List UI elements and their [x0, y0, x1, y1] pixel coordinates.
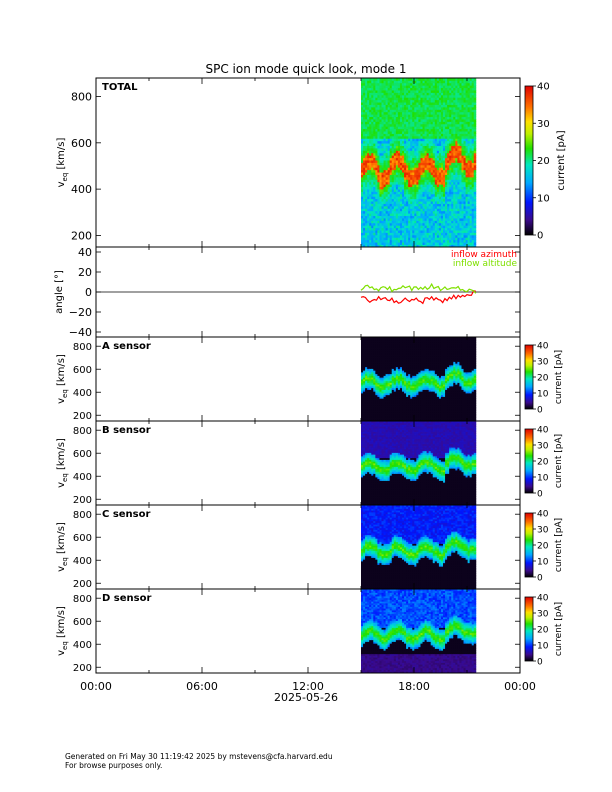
spectrogram-cell: [474, 100, 476, 103]
spectrogram-cell: [474, 114, 476, 117]
y-axis-label: veq [km/s]: [56, 138, 69, 188]
spectrogram-cell: [474, 228, 476, 231]
panel-label: TOTAL: [102, 82, 138, 93]
spectrogram-cell: [474, 102, 476, 105]
spectrogram-cell: [474, 136, 476, 139]
spectrogram-cell: [474, 150, 476, 153]
y-tick-label: 600: [71, 137, 92, 150]
spectrogram-cell: [474, 194, 476, 197]
y-tick-label: 400: [71, 183, 92, 196]
spectrogram-cell: [474, 211, 476, 214]
spectrogram-cell: [474, 201, 476, 204]
y-tick-label: 800: [71, 91, 92, 104]
y-axis-label: angle [°]: [54, 270, 65, 314]
spectrogram-cell: [474, 177, 476, 180]
spectrogram-cell: [474, 216, 476, 219]
legend-altitude: inflow altitude: [453, 259, 518, 269]
colorbar-tick-label: 40: [537, 82, 550, 93]
spectrogram-cell: [474, 109, 476, 112]
spectrogram-cell: [474, 206, 476, 209]
spectrogram-cell: [474, 112, 476, 115]
spectrogram-cell: [474, 191, 476, 194]
spectrogram-cell: [474, 187, 476, 190]
y-tick-label: −20: [69, 306, 92, 319]
panel-1: 0 10 20 30 40 current [pA] TOTAL veq [km/s] 200 4…: [56, 78, 567, 247]
spectrogram-cell: [474, 230, 476, 233]
spectrogram-cell: [474, 220, 476, 223]
spectrogram-cell: [474, 199, 476, 202]
spectrogram-cell: [474, 88, 476, 91]
spectrogram-cells: [361, 78, 476, 247]
spectrogram-cell: [474, 146, 476, 149]
y-tick-label: −40: [69, 326, 92, 339]
spectrogram-cell: [474, 165, 476, 168]
spectrogram-cell: [474, 225, 476, 228]
spectrogram-cells: [361, 337, 476, 421]
spectrogram-cell: [474, 85, 476, 88]
spectrogram-cell: [474, 235, 476, 238]
panel-3: 010203040current [pA]A sensorveq [km/s]2…: [56, 337, 564, 422]
spectrogram-cell: [474, 213, 476, 216]
colorbar-tick-label: 0: [537, 231, 543, 242]
spectrogram-cell: [474, 129, 476, 132]
spectrogram-cell: [474, 124, 476, 127]
spectrogram-cell: [474, 233, 476, 236]
spectrogram-cell: [474, 92, 476, 95]
spectrogram-cell: [474, 117, 476, 120]
chart-title: SPC ion mode quick look, mode 1: [206, 62, 407, 76]
spectrogram-cell: [474, 97, 476, 100]
spectrogram-cell: [474, 167, 476, 170]
spectrogram-cell: [474, 80, 476, 83]
spectrogram-cell: [474, 90, 476, 93]
spectrogram-cell: [474, 148, 476, 151]
spectrogram-cell: [474, 105, 476, 108]
y-tick-label: 0: [85, 286, 92, 299]
colorbar-tick-label: 30: [537, 119, 550, 130]
spectrogram-cell: [474, 223, 476, 226]
spectrogram-cell: [474, 218, 476, 221]
spectrogram-cell: [474, 172, 476, 175]
spectrogram-cell: [474, 170, 476, 173]
spectrogram-cell: [474, 160, 476, 163]
spectrogram-cell: [474, 141, 476, 144]
spectrogram-cell: [474, 155, 476, 158]
y-tick-label: 20: [78, 266, 92, 279]
panel-2: inflow azimuthinflow altitudeangle [°]−4…: [54, 246, 520, 339]
y-tick-label: 40: [78, 246, 92, 259]
spectrogram-cell: [474, 242, 476, 245]
colorbar-tick-label: 20: [537, 156, 550, 167]
spectrogram-cell: [474, 143, 476, 146]
spectrogram-cell: [474, 138, 476, 141]
spectrogram-cell: [474, 158, 476, 161]
spectrogram-cell: [474, 237, 476, 240]
spectrogram-cell: [474, 121, 476, 124]
spectrogram-cell: [474, 126, 476, 129]
y-tick-label: 200: [71, 229, 92, 242]
spectrogram-cell: [474, 153, 476, 156]
colorbar-label: current [pA]: [556, 130, 567, 190]
spectrogram-cell: [474, 189, 476, 192]
spectrogram-cell: [474, 134, 476, 137]
spectrogram-cell: [474, 208, 476, 211]
spectrogram-cell: [474, 182, 476, 185]
spectrogram-cell: [474, 179, 476, 182]
spectrogram-cell: [474, 196, 476, 199]
spectrogram-cell: [474, 204, 476, 207]
spectrogram-cell: [474, 240, 476, 243]
spectrogram-cell: [474, 119, 476, 122]
spectrogram-cell: [474, 95, 476, 98]
colorbar-tick-label: 10: [537, 193, 550, 204]
spectrogram-cell: [474, 175, 476, 178]
spectrogram-cell: [474, 163, 476, 166]
series-azimuth: [361, 291, 476, 304]
spectrogram-cell: [474, 83, 476, 86]
spectrogram-cell: [474, 107, 476, 110]
colorbar: [525, 86, 533, 235]
spectrogram-cell: [474, 131, 476, 134]
spectrogram-cell: [474, 184, 476, 187]
